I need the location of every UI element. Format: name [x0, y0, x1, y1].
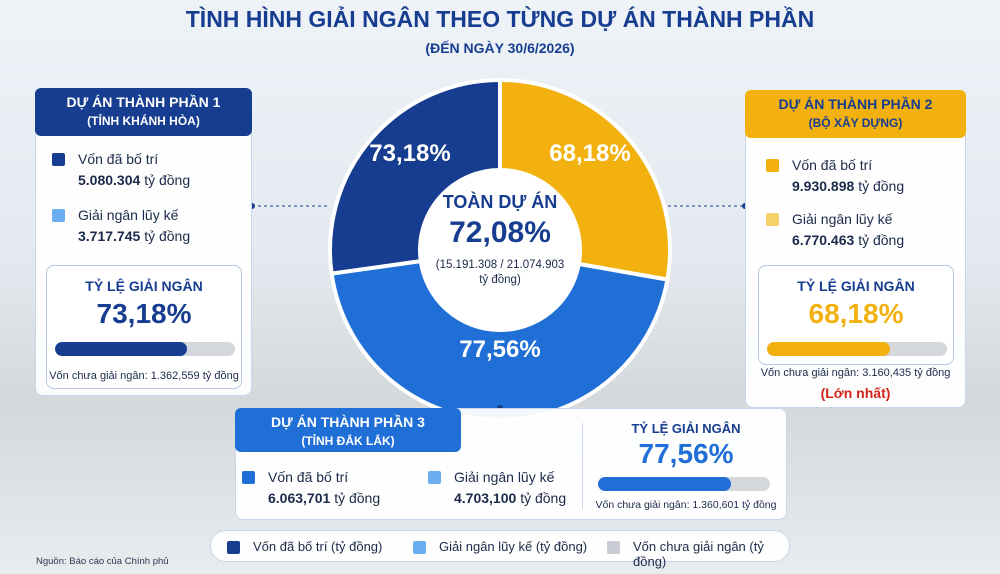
- legend-swatch: [227, 541, 240, 554]
- progress-bar: [598, 477, 732, 491]
- remaining: Vốn chưa giải ngân: 1.360,601 tỷ đồng: [595, 499, 777, 511]
- rate-value: 73,18%: [96, 298, 192, 329]
- unit: tỷ đồng: [144, 228, 191, 244]
- progress-track: [55, 342, 235, 356]
- rate-value: 77,56%: [638, 438, 734, 469]
- divider: [582, 423, 583, 509]
- legend-label: Vốn đã bố trí (tỷ đồng): [253, 539, 383, 554]
- unit: tỷ đồng: [520, 490, 567, 506]
- project-header: DỰ ÁN THÀNH PHẦN 3 (TỈNH ĐẮK LẮK): [235, 408, 461, 452]
- subtitle: (ĐẾN NGÀY 30/6/2026): [425, 40, 575, 56]
- project-name: DỰ ÁN THÀNH PHẦN 3: [271, 414, 425, 430]
- note: (Lớn nhất): [820, 385, 891, 401]
- unit: tỷ đồng: [858, 178, 905, 194]
- legend-swatch: [766, 213, 779, 226]
- project-name: DỰ ÁN THÀNH PHẦN 1: [66, 94, 221, 110]
- progress-track: [598, 477, 770, 491]
- legend-swatch: [52, 153, 65, 166]
- remaining: Vốn chưa giải ngân: 3.160,435 tỷ đồng: [760, 367, 951, 379]
- center-rate: 72,08%: [449, 216, 551, 249]
- legend-swatch: [242, 471, 255, 484]
- legend-swatch: [52, 209, 65, 222]
- item-value: 6.063,701: [268, 490, 331, 506]
- allocated: Vốn đã bố trí 6.063,701 tỷ đồng: [242, 469, 380, 506]
- remaining: Vốn chưa giải ngân: 1.362,559 tỷ đồng: [49, 370, 239, 382]
- legend-swatch: [428, 471, 441, 484]
- legend-swatch: [766, 159, 779, 172]
- item-value: 3.717.745: [78, 228, 141, 244]
- rate-box: TỶ LỆ GIẢI NGÂN 77,56% Vốn chưa giải ngâ…: [588, 415, 784, 519]
- disbursed: Giải ngân lũy kế 4.703,100 tỷ đồng: [428, 469, 566, 506]
- project-card: DỰ ÁN THÀNH PHẦN 1 (TỈNH KHÁNH HÒA) Vốn …: [35, 88, 252, 396]
- item-value: 4.703,100: [454, 490, 517, 506]
- segment-label: 68,18%: [549, 140, 631, 167]
- rate-title: TỶ LỆ GIẢI NGÂN: [797, 278, 915, 294]
- segment-label: 73,18%: [369, 140, 451, 167]
- allocated: Vốn đã bố trí 5.080.304 tỷ đồng: [52, 151, 190, 188]
- rate-value: 68,18%: [808, 298, 904, 329]
- rate-title: TỶ LỆ GIẢI NGÂN: [85, 278, 203, 294]
- item-label: Vốn đã bố trí: [78, 151, 159, 167]
- item-label: Giải ngân lũy kế: [78, 207, 179, 223]
- legend-swatch: [413, 541, 426, 554]
- progress-bar: [55, 342, 187, 356]
- project-card: DỰ ÁN THÀNH PHẦN 3 (TỈNH ĐẮK LẮK) Vốn đã…: [235, 408, 787, 520]
- segment-label: 77,56%: [459, 336, 541, 363]
- progress-bar: [767, 342, 890, 356]
- unit: tỷ đồng: [334, 490, 381, 506]
- allocated: Vốn đã bố trí 9.930.898 tỷ đồng: [766, 157, 904, 194]
- title: TÌNH HÌNH GIẢI NGÂN THEO TỪNG DỰ ÁN THÀN…: [185, 6, 815, 32]
- donut-hole: [420, 170, 580, 330]
- project-owner: (BỘ XÂY DỰNG): [808, 116, 903, 130]
- legend-item: Vốn chưa giải ngân (tỷ đồng): [607, 539, 789, 569]
- item-label: Vốn đã bố trí: [268, 469, 349, 485]
- project-name: DỰ ÁN THÀNH PHẦN 2: [778, 96, 933, 112]
- legend-item: Vốn đã bố trí (tỷ đồng): [227, 539, 382, 554]
- rate-title: TỶ LỆ GIẢI NGÂN: [631, 421, 741, 436]
- disbursed: Giải ngân lũy kế 3.717.745 tỷ đồng: [52, 207, 190, 244]
- legend: Vốn đã bố trí (tỷ đồng) Giải ngân lũy kế…: [210, 530, 790, 569]
- item-label: Giải ngân lũy kế: [792, 211, 893, 227]
- rate-box: TỶ LỆ GIẢI NGÂN 68,18%: [758, 265, 954, 365]
- disbursed: Giải ngân lũy kế 6.770.463 tỷ đồng: [766, 211, 904, 248]
- project-owner: (TỈNH ĐẮK LẮK): [301, 434, 395, 448]
- project-owner: (TỈNH KHÁNH HÒA): [87, 114, 200, 128]
- legend-item: Giải ngân lũy kế (tỷ đồng): [413, 539, 587, 554]
- progress-track: [767, 342, 947, 356]
- rate-box: TỶ LỆ GIẢI NGÂN 73,18% Vốn chưa giải ngâ…: [46, 265, 242, 389]
- center-label: TOÀN DỰ ÁN: [442, 192, 558, 212]
- legend-swatch: [607, 541, 620, 554]
- center-detail: (15.191.308 / 21.074.903 tỷ đồng): [435, 259, 565, 286]
- legend-label: Giải ngân lũy kế (tỷ đồng): [439, 539, 588, 554]
- item-value: 6.770.463: [792, 232, 855, 248]
- unit: tỷ đồng: [858, 232, 905, 248]
- legend-label: Vốn chưa giải ngân (tỷ đồng): [633, 539, 764, 569]
- item-label: Giải ngân lũy kế: [454, 469, 555, 485]
- project-card: DỰ ÁN THÀNH PHẦN 2 (BỘ XÂY DỰNG) Vốn đã …: [745, 90, 966, 408]
- source: Nguồn: Báo cáo của Chính phủ: [36, 556, 169, 567]
- unit: tỷ đồng: [144, 172, 191, 188]
- item-value: 9.930.898: [792, 178, 855, 194]
- project-header: DỰ ÁN THÀNH PHẦN 2 (BỘ XÂY DỰNG): [745, 90, 966, 138]
- project-header: DỰ ÁN THÀNH PHẦN 1 (TỈNH KHÁNH HÒA): [35, 88, 252, 136]
- item-label: Vốn đã bố trí: [792, 157, 873, 173]
- item-value: 5.080.304: [78, 172, 141, 188]
